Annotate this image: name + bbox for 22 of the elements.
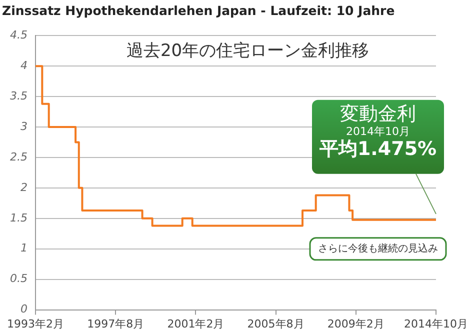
y-tick-label: 2.5	[10, 150, 28, 164]
annotation: 2014年10月	[346, 124, 410, 138]
x-tick-label: 2009年2月	[327, 317, 384, 330]
y-tick-label: 3.5	[10, 89, 28, 102]
chart-title: Zinssatz Hypothekendarlehen Japan - Laufzeit: 10 Jahre	[1, 2, 396, 20]
y-tick-label: 4	[20, 58, 28, 72]
y-tick-label: 4.5	[10, 28, 28, 42]
x-tick-label: 2001年2月	[167, 317, 224, 330]
annotation: さらに今後も継続の見込み	[318, 242, 438, 255]
y-tick-label: 3	[20, 120, 28, 133]
annotation: 平均1.475%	[318, 138, 437, 160]
x-tick-label: 2005年8月	[247, 317, 304, 330]
x-tick-label: 1993年2月	[6, 317, 64, 330]
y-tick-label: 1.5	[10, 211, 28, 224]
annotation: 変動金利	[340, 102, 416, 125]
chart-subtitle: 過去20年の住宅ローン金利推移	[126, 41, 370, 62]
x-tick-label: 1997年8月	[87, 317, 144, 330]
x-tick-label: 2014年10月	[404, 317, 468, 330]
y-tick-label: 2	[20, 180, 28, 194]
y-tick-label: 0.5	[10, 272, 28, 286]
y-tick-label: 0	[20, 302, 28, 316]
y-tick-label: 1	[20, 242, 28, 255]
